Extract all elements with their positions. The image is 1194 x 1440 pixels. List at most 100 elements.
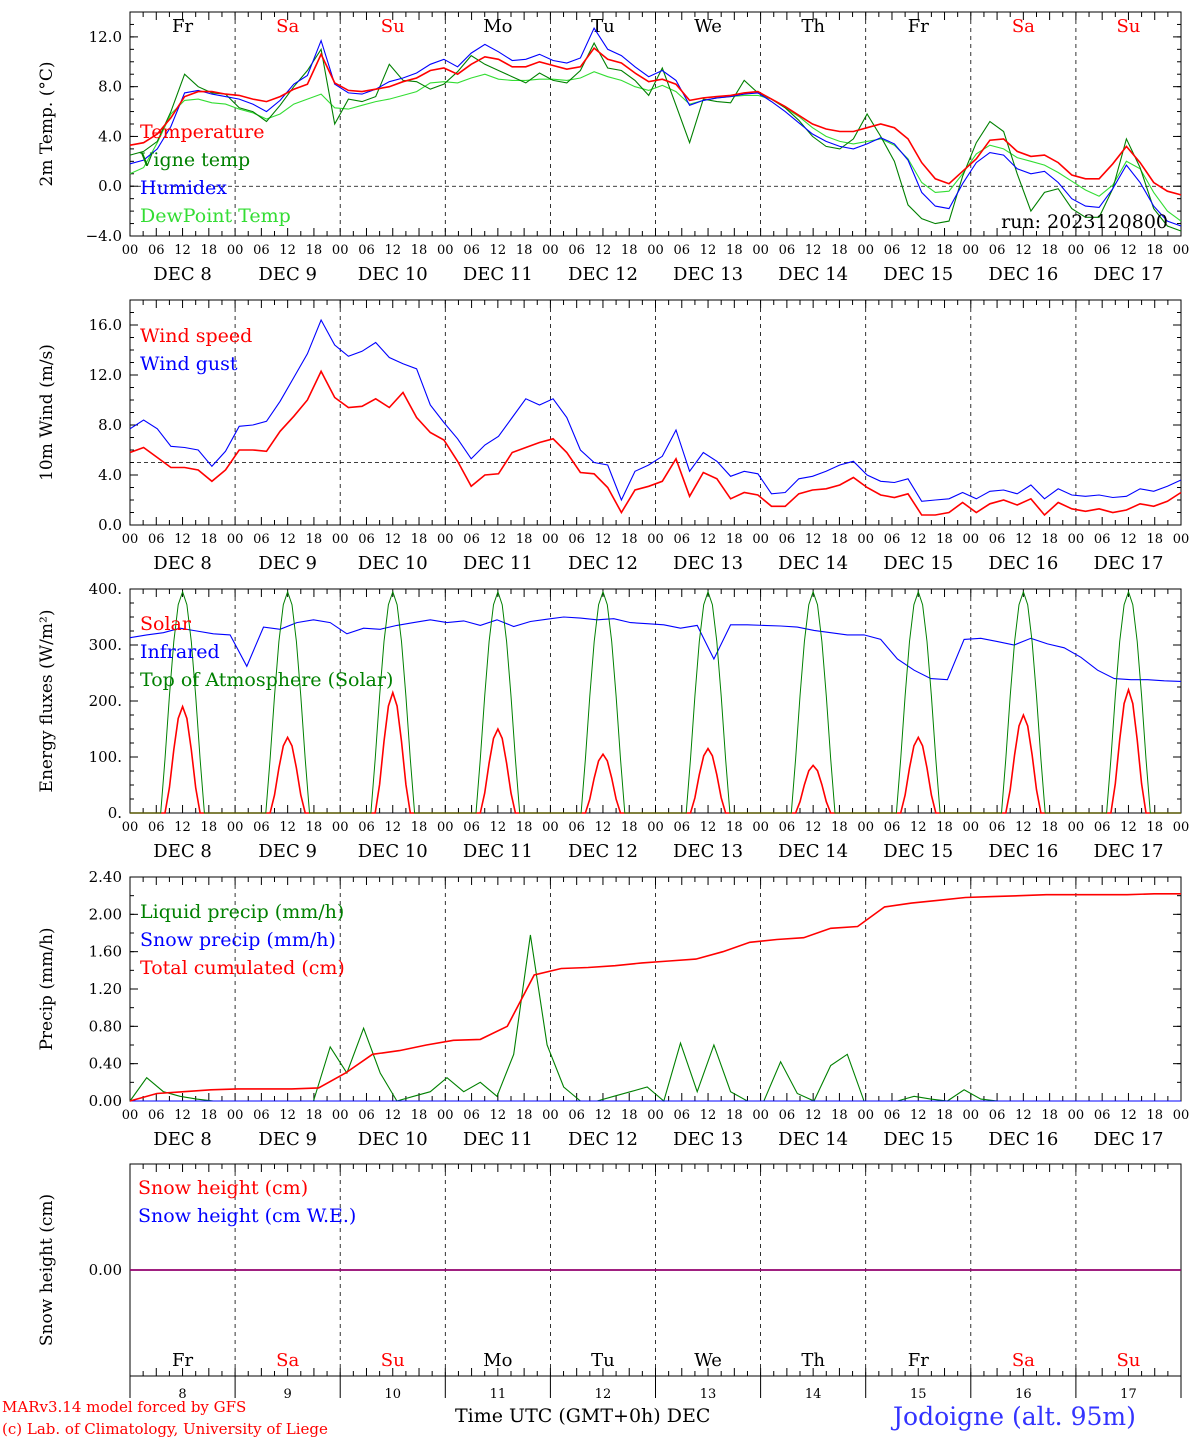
hour-tick-label: 18: [516, 820, 533, 835]
hour-tick-label: 00: [332, 532, 349, 547]
weekday-label: Sa: [1012, 16, 1035, 37]
date-label: DEC 16: [988, 841, 1058, 862]
date-label: DEC 12: [568, 553, 638, 574]
hour-tick-label: 00: [332, 1108, 349, 1123]
hour-tick-label: 06: [463, 243, 480, 258]
hour-tick-label: 00: [437, 1108, 454, 1123]
series-solar: [970, 712, 1076, 814]
hour-tick-label: 06: [358, 1108, 375, 1123]
hour-tick-label: 06: [779, 243, 796, 258]
hour-tick-label: 12: [490, 532, 507, 547]
weekday-label: Tu: [591, 16, 615, 37]
hour-tick-label: 00: [752, 820, 769, 835]
date-label: DEC 14: [778, 553, 848, 574]
hour-tick-label: 18: [201, 243, 218, 258]
panel-3: 400. 300. 200. 100. 0. Energy fluxes (W/m²) 00…: [37, 580, 1189, 862]
hour-tick-label: 18: [411, 243, 428, 258]
panel-5: 0.00 Snow height (cm) Fr 8 Sa 9 Su 10 Mo 11 Tu 12 We…: [37, 1163, 1182, 1402]
legend-entry: Humidex: [140, 177, 227, 199]
hour-tick-label: 00: [542, 820, 559, 835]
hour-tick-label: 18: [516, 532, 533, 547]
hour-tick-label: 12: [805, 243, 822, 258]
hour-tick-label: 12: [595, 820, 612, 835]
hour-tick-label: 06: [674, 532, 691, 547]
hour-tick-label: 18: [411, 532, 428, 547]
date-label: DEC 11: [463, 264, 533, 285]
hour-tick-label: 00: [752, 243, 769, 258]
hour-tick-label: 18: [516, 243, 533, 258]
hour-tick-label: 06: [253, 532, 270, 547]
legend-entry: Snow precip (mm/h): [140, 929, 336, 951]
hour-tick-label: 18: [726, 243, 743, 258]
y-axis-label: Energy fluxes (W/m²): [37, 610, 57, 793]
hour-tick-label: 18: [1041, 532, 1058, 547]
hour-tick-label: 12: [1015, 1108, 1032, 1123]
hour-tick-label: 18: [936, 532, 953, 547]
hour-tick-label: 00: [857, 1108, 874, 1123]
hour-tick-label: 00: [647, 243, 664, 258]
date-label: DEC 17: [1093, 264, 1163, 285]
weekday-label: Fr: [908, 1350, 929, 1371]
series-dewpoint-temp: [129, 71, 1182, 222]
hour-tick-label: 06: [148, 532, 165, 547]
model-credit: MARv3.14 model forced by GFS: [2, 1398, 246, 1416]
date-label: DEC 8: [153, 1129, 212, 1150]
hour-tick-label: 00: [542, 243, 559, 258]
hour-tick-label: 06: [568, 532, 585, 547]
hour-tick-label: 18: [1146, 243, 1163, 258]
legend-entry: Wind gust: [140, 353, 238, 375]
hour-tick-label: 12: [700, 532, 717, 547]
weekday-label: Th: [801, 16, 825, 37]
series-solar: [235, 735, 341, 814]
date-label: DEC 12: [568, 264, 638, 285]
day-number-label: 14: [805, 1387, 822, 1402]
hour-tick-label: 18: [936, 243, 953, 258]
hour-tick-label: 18: [726, 532, 743, 547]
hour-tick-label: 00: [857, 532, 874, 547]
hour-tick-label: 18: [201, 1108, 218, 1123]
hour-tick-label: 18: [306, 532, 323, 547]
hour-tick-label: 12: [490, 1108, 507, 1123]
day-number-label: 16: [1015, 1387, 1032, 1402]
date-label: DEC 8: [153, 264, 212, 285]
hour-tick-label: 12: [910, 532, 927, 547]
date-label: DEC 13: [673, 264, 743, 285]
hour-tick-label: 18: [1041, 820, 1058, 835]
date-label: DEC 11: [463, 841, 533, 862]
hour-tick-label: 18: [306, 243, 323, 258]
hour-tick-label: 18: [1041, 1108, 1058, 1123]
hour-tick-label: 06: [989, 1108, 1006, 1123]
hour-tick-label: 12: [910, 820, 927, 835]
legend-entry: Total cumulated (cm): [140, 957, 345, 979]
hour-tick-label: 06: [884, 820, 901, 835]
series-wind-gust: [129, 318, 1182, 502]
weekday-label: Tu: [591, 1350, 615, 1371]
date-label: DEC 12: [568, 841, 638, 862]
weekday-label: Fr: [172, 16, 193, 37]
date-label: DEC 11: [463, 1129, 533, 1150]
hour-tick-label: 12: [805, 1108, 822, 1123]
hour-tick-label: 12: [174, 1108, 191, 1123]
weekday-label: We: [694, 1350, 722, 1371]
legend-entry: Wind speed: [140, 325, 252, 347]
hour-tick-label: 06: [148, 820, 165, 835]
weekday-label: Fr: [172, 1350, 193, 1371]
date-label: DEC 8: [153, 553, 212, 574]
date-label: DEC 13: [673, 553, 743, 574]
hour-tick-label: 12: [910, 243, 927, 258]
date-label: DEC 15: [883, 1129, 953, 1150]
day-number-label: 11: [490, 1387, 507, 1402]
hour-tick-label: 12: [700, 243, 717, 258]
hour-tick-label: 12: [910, 1108, 927, 1123]
hour-tick-label: 06: [253, 243, 270, 258]
day-number-label: 15: [910, 1387, 927, 1402]
date-label: DEC 12: [568, 1129, 638, 1150]
hour-tick-label: 00: [227, 532, 244, 547]
legend-entry: DewPoint Temp: [140, 205, 291, 227]
weekday-label: Fr: [908, 16, 929, 37]
hour-tick-label: 00: [1068, 243, 1085, 258]
date-label: DEC 17: [1093, 841, 1163, 862]
y-tick-label: 1.20: [89, 980, 122, 998]
hour-tick-label: 06: [884, 243, 901, 258]
hour-tick-label: 00: [1173, 532, 1190, 547]
